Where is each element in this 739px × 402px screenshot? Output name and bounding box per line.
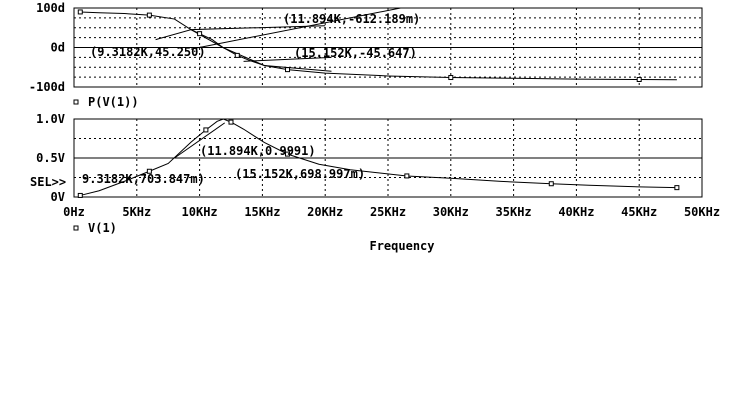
cursor-line [191, 25, 326, 31]
cursor-annotation: (11.894K,-612.189m) [283, 12, 420, 26]
cursor-line [243, 56, 332, 62]
series-line [80, 118, 677, 196]
y-tick-label: -100d [29, 80, 65, 94]
x-tick-label: 20KHz [307, 205, 343, 219]
y-tick-label: 100d [36, 1, 65, 15]
data-point-marker [448, 75, 454, 81]
legend-marker [73, 99, 79, 105]
cursor-annotation: (15.152K,698.997m) [235, 167, 365, 181]
plot-frame [73, 7, 703, 88]
data-point-marker [77, 9, 83, 15]
x-tick-label: 50KHz [684, 205, 720, 219]
x-axis-label: Frequency [369, 239, 434, 253]
data-point-marker [228, 119, 234, 125]
cursor-annotation: 9.3182K,703.847m) [82, 172, 205, 186]
data-point-marker [234, 52, 240, 58]
cursor-annotation: (15.152K,-45.647) [294, 46, 417, 60]
data-point-marker [674, 185, 680, 191]
y-tick-label: 1.0V [36, 112, 65, 126]
y-tick-label: 0.5V [36, 151, 65, 165]
cursor-line [190, 7, 401, 50]
x-tick-label: 15KHz [244, 205, 280, 219]
x-tick-label: 30KHz [433, 205, 469, 219]
phase-plot: 100d 0d -100d (11.894K,-612.189m) (9.3182K,4… [29, 1, 703, 109]
y-tick-label: 0V [51, 190, 65, 204]
x-tick-label: 45KHz [621, 205, 657, 219]
legend-label: V(1) [88, 221, 117, 235]
plot-frame [73, 118, 703, 198]
x-tick-label: 10KHz [182, 205, 218, 219]
legend-marker [73, 225, 79, 231]
x-tick-label: 40KHz [558, 205, 594, 219]
data-point-marker [404, 173, 410, 179]
y-tick-label: 0d [51, 41, 65, 55]
cursor-annotation: (11.894K,0.9991) [200, 144, 316, 158]
data-point-marker [146, 168, 152, 174]
x-tick-label: 0Hz [63, 205, 85, 219]
legend-label: P(V(1)) [88, 95, 139, 109]
data-point-marker [285, 67, 291, 73]
x-tick-label: 25KHz [370, 205, 406, 219]
data-point-marker [636, 76, 642, 82]
series-line [80, 11, 677, 81]
sel-marker: SEL>> [30, 175, 66, 189]
data-point-marker [548, 181, 554, 187]
x-tick-label: 5KHz [122, 205, 151, 219]
data-point-marker [285, 151, 291, 157]
cursor-annotation: (9.3182K,45.250) [90, 45, 206, 59]
data-point-marker [203, 127, 209, 133]
data-point-marker [77, 192, 83, 198]
data-point-marker [146, 12, 152, 18]
x-tick-label: 35KHz [496, 205, 532, 219]
data-point-marker [197, 31, 203, 37]
cursor-line [174, 122, 226, 159]
